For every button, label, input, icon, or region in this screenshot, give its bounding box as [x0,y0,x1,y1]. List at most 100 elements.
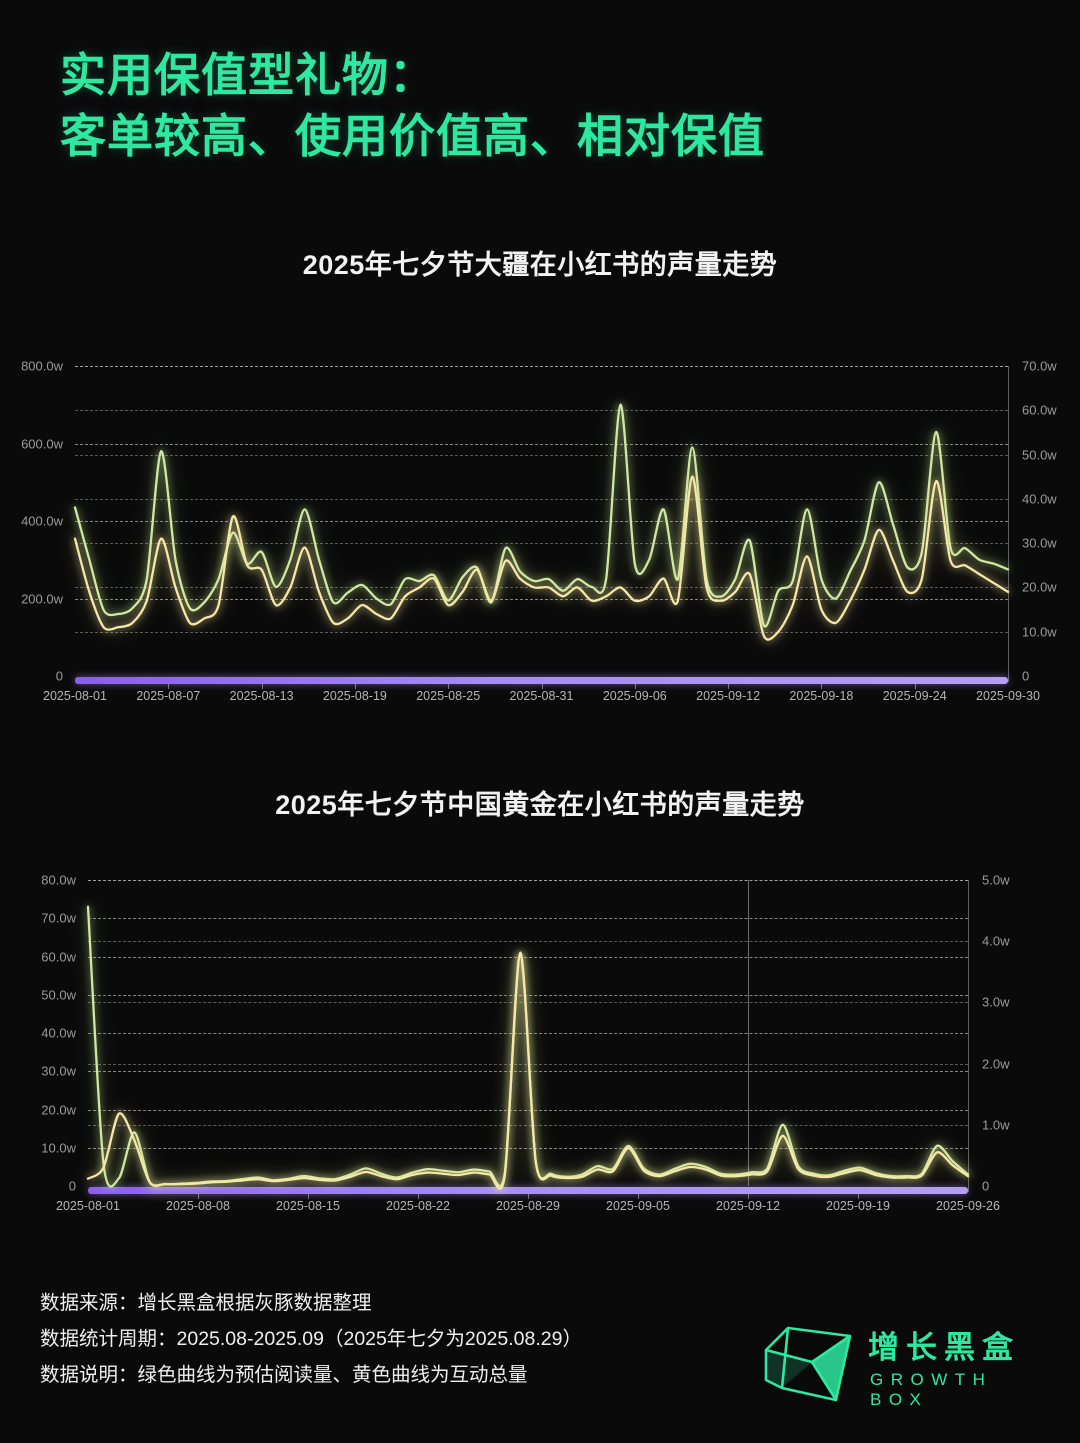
gridline-left [75,598,1008,600]
series-line [86,952,970,1190]
gridline-right [88,1002,968,1004]
series-line [73,475,1010,641]
headline-line-2: 客单较高、使用价值高、相对保值 [60,110,765,163]
x-axis-tick: 2025-09-30 [976,689,1040,703]
x-axis-tickmark [914,684,916,689]
headline-line-1: 实用保值型礼物： [60,49,436,101]
y-axis-right-tick: 30.0w [1022,535,1057,551]
logo-text-en: GROWTH BOX [870,1370,993,1409]
x-axis-tick: 2025-08-01 [43,689,107,703]
x-axis-tick: 2025-08-29 [496,1199,560,1213]
y-axis-right-tick: 1.0w [982,1117,1010,1133]
y-axis-left-tick: 0 [68,1178,76,1194]
x-axis-tick: 2025-08-07 [136,689,201,703]
series-canvas [86,905,970,1190]
x-axis-tick: 2025-08-22 [386,1199,450,1213]
gridline-left [88,918,968,920]
x-axis-tick: 2025-09-12 [716,1199,780,1213]
chart-title-dji: 2025年七夕节大疆在小红书的声量走势 [302,250,778,280]
y-axis-left-tick: 60.0w [41,949,76,964]
gridline-right [75,410,1008,412]
y-axis-right-tick: 0 [1022,668,1030,684]
chart-dji: 0 200.0w 400.0w 600.0w 800.0w 0 10.0w 20.0w 30.0… [0,350,1080,720]
y-axis-left-tick: 400.0w [21,513,63,529]
y-axis-left-tick: 50.0w [41,987,76,1003]
x-axis-tick: 2025-09-26 [936,1199,1000,1213]
y-axis-right-tick: 0 [982,1178,990,1194]
gridline-right [75,543,1008,545]
vertical-marker-line [748,880,749,1186]
footer-source: 数据来源：增长黑盒根据灰豚数据整理 [40,1292,372,1314]
y-axis-right-tick: 3.0w [982,994,1010,1010]
y-axis-left-tick: 10.0w [41,1140,76,1156]
x-axis-tick: 2025-08-15 [276,1199,340,1213]
x-axis-tick: 2025-08-08 [166,1199,230,1213]
x-axis-tick: 2025-08-19 [322,689,387,703]
brand-logo: 增长黑盒 GROWTH BOX [760,1316,1050,1416]
x-axis-tickmark [448,684,450,689]
logo-text-cn: 增长黑盒 [868,1330,1020,1365]
y-axis-right-tick: 10.0w [1022,624,1057,640]
gridline-left [88,994,968,996]
gridline-left [75,366,1008,367]
cube-logo-icon [760,1318,856,1408]
chart-chinagold: 0 10.0w 20.0w 30.0w 40.0w 50.0w 60.0w 70.0w 80.0… [0,870,1080,1220]
y-axis-left-tick: 40.0w [41,1025,76,1041]
y-axis-line [968,880,969,1192]
gridline-right [88,941,968,943]
y-axis-right-tick: 2.0w [982,1056,1010,1072]
y-axis-line [1008,366,1009,682]
y-axis-left-tick: 600.0w [21,436,63,451]
plot-area-chinagold: 0 10.0w 20.0w 30.0w 40.0w 50.0w 60.0w 70.0w 80.0… [0,870,1080,1220]
y-axis-left-tick: 20.0w [41,1102,76,1117]
x-axis-tick: 2025-08-25 [416,689,481,703]
footer-note: 数据说明：绿色曲线为预估阅读量、黄色曲线为互动总量 [40,1364,528,1387]
gridline-left [88,1147,968,1149]
y-axis-right-tick: 50.0w [1022,447,1057,463]
y-axis-right-tick: 40.0w [1022,491,1057,507]
x-axis-tickmark [858,1194,859,1199]
y-axis-right-tick: 5.0w [982,872,1010,888]
y-axis-right-tick: 60.0w [1022,402,1057,418]
x-axis-tick: 2025-08-31 [509,689,574,703]
series-line [73,403,1010,628]
x-axis-tick: 2025-08-01 [56,1199,120,1213]
gridline-left [88,880,968,881]
x-axis-tick: 2025-09-24 [882,689,947,703]
gridline-right [75,631,1008,633]
y-axis-right-tick: 20.0w [1022,579,1057,595]
x-axis-tick: 2025-09-19 [826,1199,890,1213]
chart-title-chinagold: 2025年七夕节中国黄金在小红书的声量走势 [275,790,805,820]
baseline-bar [88,1187,968,1194]
x-axis-tickmark [638,1194,639,1199]
gridline-left [88,1109,968,1111]
gridline-right [88,1124,968,1126]
y-axis-right-tick: 4.0w [982,933,1010,949]
x-axis-tickmark [541,684,543,689]
x-axis-tickmark [634,684,636,689]
y-axis-right-tick: 70.0w [1022,358,1057,374]
x-axis-tickmark [261,684,263,689]
gridline-left [88,956,968,958]
x-axis-tick: 2025-09-05 [606,1199,670,1213]
x-axis-tickmark [728,684,730,689]
x-axis-tickmark [748,1194,749,1199]
gridline-right [88,880,968,881]
x-axis-tick: 2025-09-06 [602,689,667,703]
x-axis-tick: 2025-08-13 [229,689,294,703]
x-axis-tick: 2025-09-18 [789,689,854,703]
gridline-left [88,1071,968,1073]
x-axis-tickmark [528,1194,529,1199]
y-axis-left-tick: 200.0w [21,591,63,606]
page-title: 实用保值型礼物： 客单较高、使用价值高、相对保值 [60,45,1020,167]
x-axis-tickmark [418,1194,419,1199]
y-axis-left-tick: 30.0w [41,1063,76,1079]
gridline-left [75,521,1008,522]
plot-area-dji: 0 200.0w 400.0w 600.0w 800.0w 0 10.0w 20.0w 30.0… [0,350,1080,720]
gridline-right [75,498,1008,500]
series-canvas [73,403,1010,641]
y-axis-left-tick: 0 [55,668,63,684]
baseline-bar [75,677,1008,684]
x-axis-tickmark [821,684,823,689]
